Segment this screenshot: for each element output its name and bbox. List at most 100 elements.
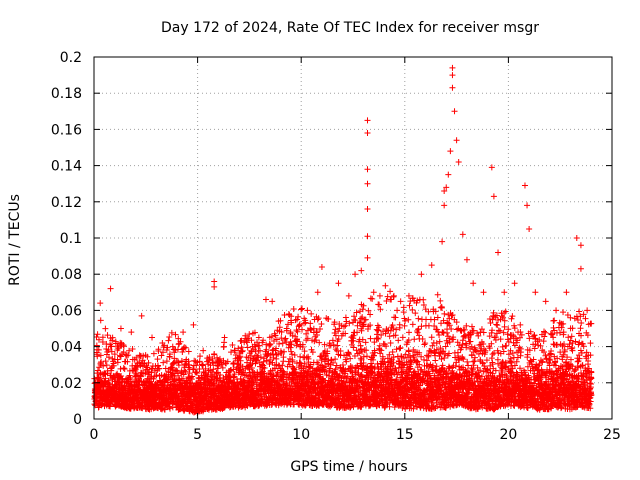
data-point: [376, 301, 383, 308]
data-point: [129, 346, 136, 353]
data-point: [164, 344, 171, 351]
data-point: [399, 334, 406, 341]
data-point: [123, 352, 130, 359]
data-point: [166, 334, 173, 341]
data-point: [133, 354, 140, 361]
data-point: [120, 341, 127, 348]
data-point: [415, 315, 422, 322]
data-point: [175, 362, 182, 369]
data-point: [187, 374, 194, 381]
data-point: [418, 323, 425, 330]
data-point: [369, 295, 376, 302]
data-point: [299, 305, 306, 312]
data-point: [439, 329, 446, 336]
data-point: [109, 334, 116, 341]
data-point: [97, 317, 104, 324]
data-point: [389, 349, 396, 356]
data-point: [186, 361, 193, 368]
data-point: [102, 325, 109, 332]
data-point: [150, 350, 157, 357]
data-point: [108, 348, 115, 355]
data-point: [267, 341, 274, 348]
data-point: [411, 336, 418, 343]
data-point: [406, 302, 413, 309]
data-point: [314, 316, 321, 323]
data-point: [434, 291, 441, 298]
data-point: [105, 354, 112, 361]
data-point: [224, 358, 231, 365]
data-point: [219, 364, 226, 371]
data-point: [193, 369, 200, 376]
data-point: [182, 368, 189, 375]
data-point: [464, 358, 471, 365]
data-point: [394, 307, 401, 314]
data-point: [216, 355, 223, 362]
data-point: [367, 335, 374, 342]
data-point: [436, 338, 443, 345]
data-point: [100, 362, 107, 369]
data-point: [172, 331, 179, 338]
data-point: [342, 314, 349, 321]
data-point: [94, 353, 101, 360]
data-point: [155, 346, 162, 353]
data-point: [390, 292, 397, 299]
data-point: [102, 358, 109, 365]
data-point: [453, 326, 460, 333]
data-point: [111, 351, 118, 358]
data-point: [238, 344, 245, 351]
data-point: [375, 327, 382, 334]
data-point: [293, 342, 300, 349]
data-point: [400, 309, 407, 316]
data-point: [108, 367, 115, 374]
data-point: [185, 348, 192, 355]
data-point: [162, 365, 169, 372]
data-point: [144, 353, 151, 360]
data-point: [438, 304, 445, 311]
data-point: [396, 345, 403, 352]
data-point: [228, 349, 235, 356]
data-point: [384, 293, 391, 300]
data-point: [153, 372, 160, 379]
data-point: [395, 337, 402, 344]
data-point: [229, 342, 236, 349]
data-point: [383, 297, 390, 304]
data-point: [115, 345, 122, 352]
data-point: [461, 326, 468, 333]
data-point: [387, 288, 394, 295]
data-point: [412, 310, 419, 317]
data-point: [357, 315, 364, 322]
data-point: [282, 335, 289, 342]
data-point: [237, 357, 244, 364]
data-point: [105, 377, 112, 384]
data-point: [142, 370, 149, 377]
data-point: [95, 336, 102, 343]
data-point: [433, 363, 440, 370]
data-point: [177, 338, 184, 345]
data-point: [103, 362, 110, 369]
data-point: [297, 353, 304, 360]
data-point: [441, 310, 448, 317]
data-point: [363, 347, 370, 354]
data-point: [185, 358, 192, 365]
data-point: [193, 362, 200, 369]
data-point: [194, 370, 201, 377]
data-point: [127, 374, 134, 381]
data-point: [392, 314, 399, 321]
data-point: [196, 366, 203, 373]
data-point: [95, 374, 102, 381]
data-point: [231, 379, 238, 386]
data-point: [189, 373, 196, 380]
data-point: [160, 359, 167, 366]
data-point: [120, 365, 127, 372]
data-point: [425, 322, 432, 329]
data-point: [105, 347, 112, 354]
data-point: [328, 356, 335, 363]
data-point: [377, 350, 384, 357]
data-point: [318, 321, 325, 327]
data-point: [95, 346, 102, 353]
data-point: [217, 372, 224, 379]
data-point: [362, 339, 369, 346]
data-point: [191, 357, 198, 364]
data-point: [307, 320, 314, 327]
